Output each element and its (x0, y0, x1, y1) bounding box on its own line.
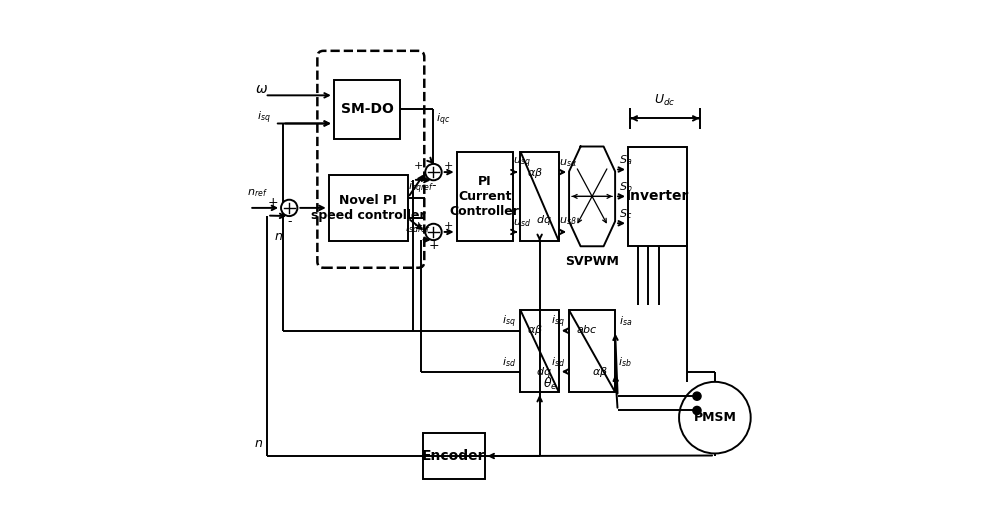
Text: $u_{sd}$: $u_{sd}$ (513, 217, 531, 229)
Circle shape (425, 224, 442, 240)
Text: $S_c$: $S_c$ (619, 207, 632, 221)
Text: $U_{dc}$: $U_{dc}$ (654, 93, 676, 108)
Text: $S_b$: $S_b$ (619, 180, 632, 194)
Text: $\alpha\beta$: $\alpha\beta$ (592, 365, 608, 379)
Text: $dq$: $dq$ (536, 213, 552, 227)
Circle shape (693, 392, 701, 400)
Text: +: + (428, 239, 439, 252)
FancyBboxPatch shape (334, 80, 400, 139)
Text: +: + (444, 221, 454, 231)
FancyBboxPatch shape (423, 433, 485, 479)
Text: $i_{sd}$: $i_{sd}$ (551, 356, 565, 369)
Text: $i_{sq}$: $i_{sq}$ (551, 313, 565, 330)
Text: $n_{ref}$: $n_{ref}$ (247, 188, 267, 200)
Text: +: + (444, 161, 454, 171)
Text: $i_{sq}$: $i_{sq}$ (502, 313, 516, 330)
FancyBboxPatch shape (457, 152, 513, 241)
Text: $i_{sb}$: $i_{sb}$ (618, 356, 632, 369)
Text: $n$: $n$ (254, 437, 263, 450)
Text: $\theta_e$: $\theta_e$ (543, 377, 557, 392)
FancyBboxPatch shape (628, 147, 687, 246)
Text: $u_{s\beta}$: $u_{s\beta}$ (559, 215, 577, 230)
Text: -: - (287, 215, 291, 228)
Text: +: + (413, 161, 423, 171)
Text: $u_{s\alpha}$: $u_{s\alpha}$ (559, 157, 577, 169)
Text: Encoder: Encoder (422, 449, 486, 463)
Text: SVPWM: SVPWM (565, 255, 619, 268)
FancyBboxPatch shape (569, 310, 615, 392)
Text: Novel PI
speed controller: Novel PI speed controller (311, 194, 426, 222)
Text: $S_a$: $S_a$ (619, 153, 632, 167)
Text: PMSM: PMSM (693, 411, 736, 424)
Circle shape (679, 382, 751, 453)
Text: -: - (431, 179, 436, 192)
Text: $i_{sq}$: $i_{sq}$ (257, 109, 271, 126)
Text: +: + (413, 221, 423, 231)
Text: $dq$: $dq$ (536, 365, 552, 379)
Text: $i_{sd}$: $i_{sd}$ (502, 356, 516, 369)
Text: SM-DO: SM-DO (341, 103, 393, 116)
Text: $\alpha\beta$: $\alpha\beta$ (527, 323, 543, 337)
Text: $i_{sa}$: $i_{sa}$ (619, 314, 632, 328)
Circle shape (693, 406, 701, 415)
FancyBboxPatch shape (520, 310, 559, 392)
Text: Inverter: Inverter (626, 189, 689, 203)
Text: $i_{sqref}$: $i_{sqref}$ (408, 179, 434, 195)
FancyBboxPatch shape (329, 174, 408, 241)
Text: +: + (268, 196, 278, 209)
Text: $i_{qc}$: $i_{qc}$ (436, 111, 450, 128)
FancyBboxPatch shape (520, 152, 559, 241)
Circle shape (281, 200, 297, 216)
Text: $n$: $n$ (274, 229, 283, 243)
Text: $i_{sdref}$: $i_{sdref}$ (405, 222, 431, 235)
Text: $abc$: $abc$ (576, 323, 598, 335)
Text: $u_{sq}$: $u_{sq}$ (513, 155, 531, 170)
Text: $\alpha\beta$: $\alpha\beta$ (527, 166, 543, 180)
Text: PI
Current
Controller: PI Current Controller (450, 175, 520, 218)
Circle shape (425, 164, 442, 180)
Text: $\omega$: $\omega$ (255, 82, 268, 96)
